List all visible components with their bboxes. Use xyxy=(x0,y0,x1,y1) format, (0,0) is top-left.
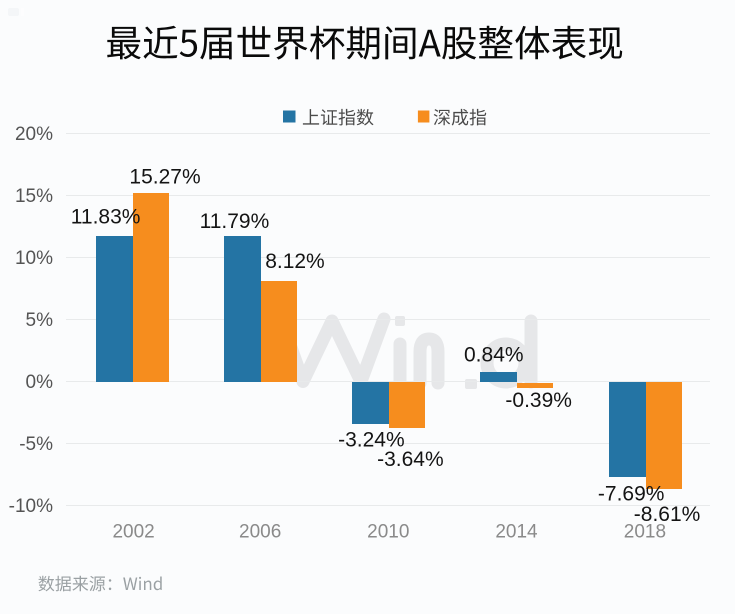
svg-text:20%: 20% xyxy=(15,124,53,145)
svg-text:2010: 2010 xyxy=(367,522,409,543)
svg-text:0.84%: 0.84% xyxy=(464,344,524,367)
svg-text:-8.61%: -8.61% xyxy=(634,503,701,526)
svg-text:11.79%: 11.79% xyxy=(200,210,270,233)
svg-text:-3.24%: -3.24% xyxy=(338,429,405,452)
svg-text:-7.69%: -7.69% xyxy=(598,483,665,506)
svg-text:-10%: -10% xyxy=(9,496,53,517)
svg-text:2014: 2014 xyxy=(495,522,538,543)
svg-text:2018: 2018 xyxy=(624,522,666,543)
svg-text:11.83%: 11.83% xyxy=(71,206,141,229)
svg-text:2002: 2002 xyxy=(112,522,154,543)
svg-text:10%: 10% xyxy=(15,248,53,269)
svg-text:15.27%: 15.27% xyxy=(129,165,200,188)
svg-text:5%: 5% xyxy=(26,310,54,331)
svg-text:-3.64%: -3.64% xyxy=(377,448,444,471)
svg-text:15%: 15% xyxy=(15,186,53,207)
svg-text:-5%: -5% xyxy=(19,434,53,455)
svg-text:0%: 0% xyxy=(26,372,54,393)
svg-text:8.12%: 8.12% xyxy=(265,250,325,273)
svg-text:2006: 2006 xyxy=(239,522,281,543)
svg-text:-0.39%: -0.39% xyxy=(505,389,572,412)
